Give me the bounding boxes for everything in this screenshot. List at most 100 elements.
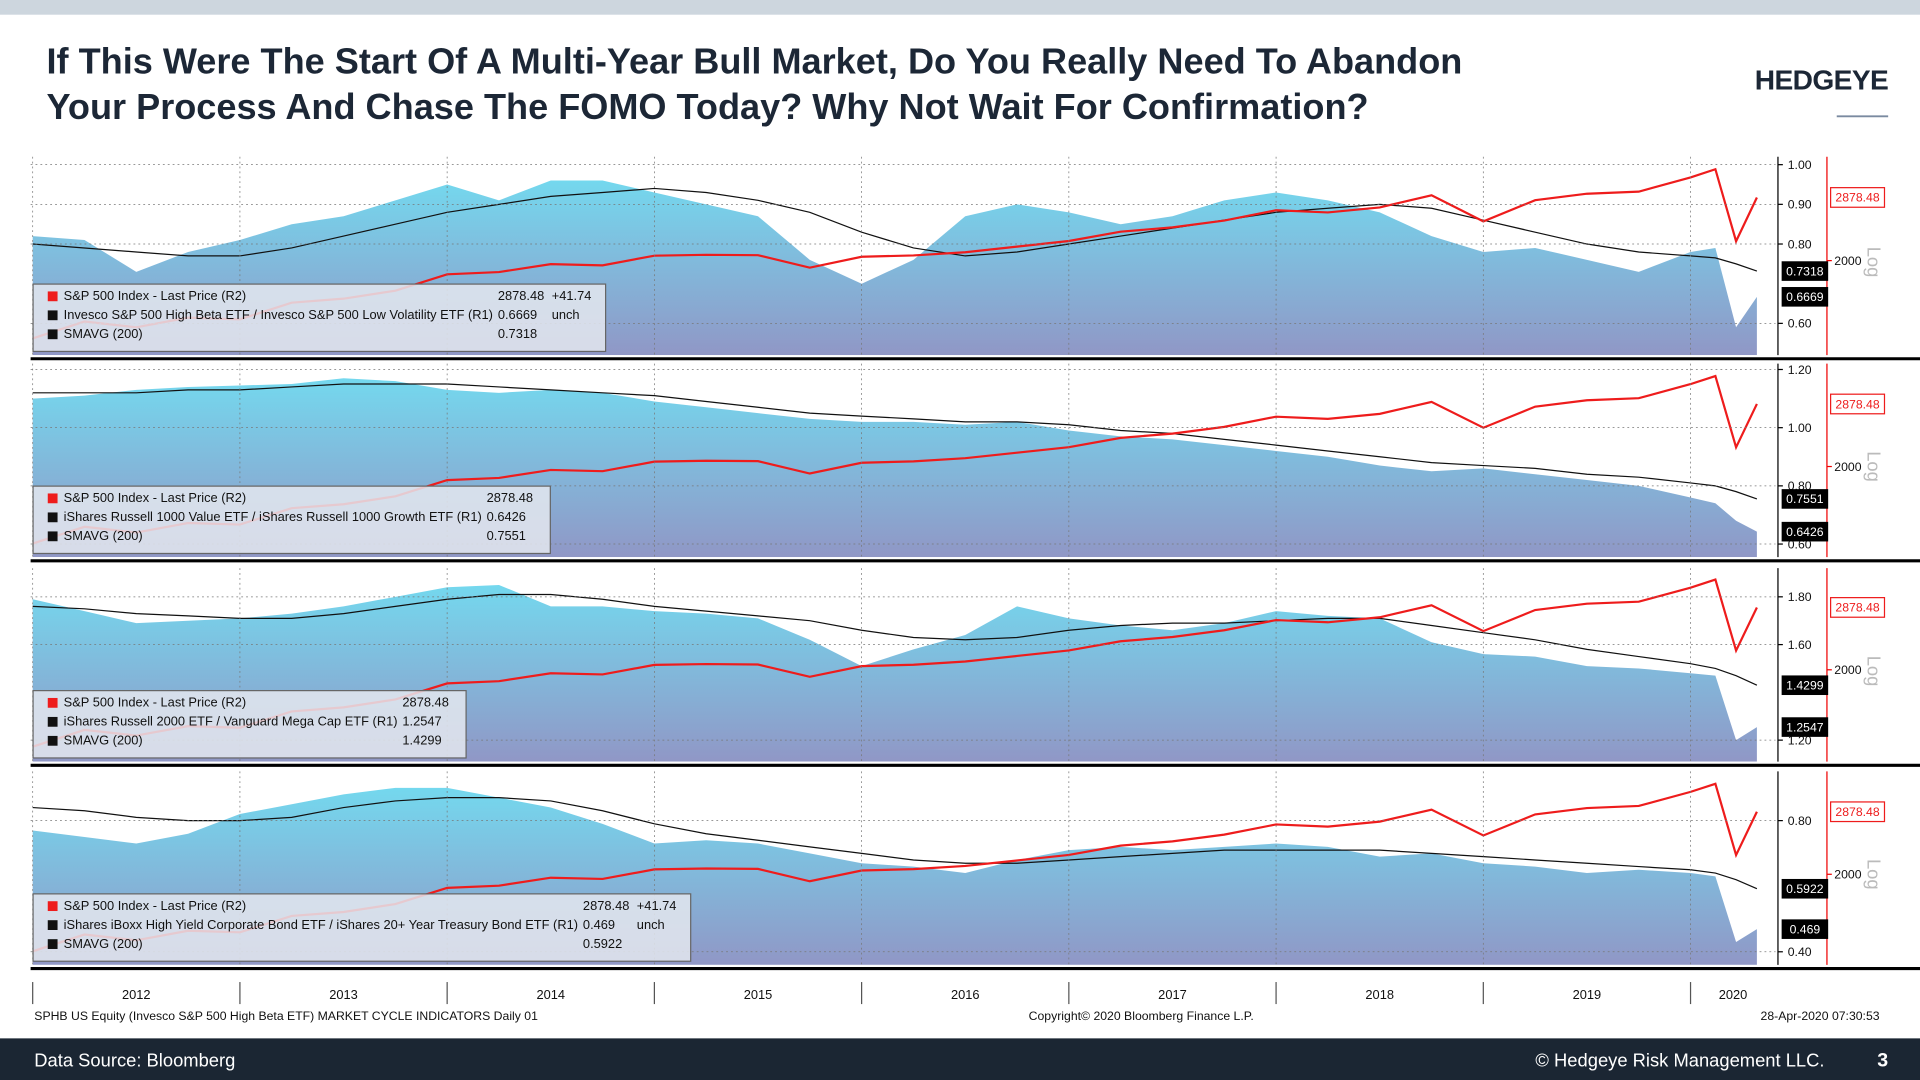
last-value: 2878.48 <box>1835 805 1879 819</box>
panel: 1.00 0.90 0.80 0.60 2000 Log 0.6669 0.7318 2878.… <box>30 156 1920 361</box>
legend-swatch <box>47 531 58 542</box>
last-value-tag <box>1781 878 1829 899</box>
scale-label: Log <box>1863 247 1884 278</box>
legend-swatch <box>47 697 58 708</box>
x-tick-label: 2015 <box>744 987 773 1002</box>
y-tick-label: 1.60 <box>1788 638 1812 652</box>
legend-label: SMAVG (200) <box>64 936 143 951</box>
y2-tick-label: 2000 <box>1834 663 1861 677</box>
last-value-tag <box>1781 919 1829 939</box>
legend-label: SMAVG (200) <box>64 326 143 341</box>
legend-label: S&P 500 Index - Last Price (R2) <box>64 490 247 505</box>
legend-value: 0.5922 <box>583 936 622 951</box>
last-value-tag <box>1830 393 1886 415</box>
legend-value: 0.6426 <box>487 509 526 524</box>
legend: S&P 500 Index - Last Price (R2) iShares i… <box>32 893 692 962</box>
last-value-tag <box>1781 717 1829 737</box>
sma-line <box>32 797 1758 890</box>
bloomberg-caption: SPHB US Equity (Invesco S&P 500 High Bet… <box>34 1009 538 1023</box>
legend-box <box>32 485 551 555</box>
top-band <box>0 0 1920 15</box>
legend-swatch <box>47 716 58 727</box>
legend-value: 1.4299 <box>402 732 441 747</box>
scale-label: Log <box>1863 859 1884 890</box>
last-value: 0.6426 <box>1786 525 1824 539</box>
last-value-tag <box>1781 521 1829 542</box>
x-tick-label: 2018 <box>1365 987 1394 1002</box>
title-line: If This Were The Start Of A Multi-Year B… <box>47 40 1463 81</box>
last-value: 2878.48 <box>1835 601 1879 615</box>
x-tick-label: 2016 <box>951 987 980 1002</box>
bloomberg-copyright: Copyright© 2020 Bloomberg Finance L.P. <box>1029 1009 1254 1023</box>
legend-change: +41.74 <box>552 288 592 303</box>
y2-tick-label: 2000 <box>1834 460 1861 474</box>
legend-value: 0.7551 <box>487 528 526 543</box>
last-value-tag <box>1830 801 1886 823</box>
scale-label: Log <box>1863 451 1884 482</box>
legend-swatch <box>47 735 58 746</box>
legend-label: iShares Russell 1000 Value ETF / iShares… <box>64 509 482 524</box>
x-tick-label: 2012 <box>122 987 151 1002</box>
y-tick-label: 1.20 <box>1788 363 1812 377</box>
footer-bar <box>0 1038 1920 1080</box>
y-tick-label: 1.00 <box>1788 421 1812 435</box>
last-value-tag <box>1781 675 1829 696</box>
legend: S&P 500 Index - Last Price (R2) iShares R… <box>32 690 467 759</box>
last-value: 2878.48 <box>1835 397 1879 411</box>
legend-box <box>32 893 692 962</box>
legend-label: S&P 500 Index - Last Price (R2) <box>64 288 247 303</box>
y-tick-label: 1.20 <box>1788 733 1812 747</box>
legend-value: 2878.48 <box>498 288 544 303</box>
legend-label: SMAVG (200) <box>64 528 143 543</box>
page-number: 3 <box>1877 1050 1888 1072</box>
legend-value: 0.6669 <box>498 307 537 322</box>
scale-label: Log <box>1863 656 1884 687</box>
last-value: 0.5922 <box>1786 882 1824 896</box>
legend-value: 1.2547 <box>402 714 441 729</box>
sma-line <box>32 593 1758 686</box>
last-value: 0.7318 <box>1786 264 1824 278</box>
last-value: 2878.48 <box>1835 191 1879 205</box>
legend: S&P 500 Index - Last Price (R2) Invesco S… <box>32 283 607 353</box>
y-tick-label: 0.80 <box>1788 814 1812 828</box>
legend-value: 0.469 <box>583 917 615 932</box>
legend-swatch <box>47 512 58 523</box>
last-value: 1.4299 <box>1786 679 1824 693</box>
y-tick-label: 1.80 <box>1788 590 1812 604</box>
x-tick-label: 2020 <box>1719 987 1748 1002</box>
sma-line <box>32 187 1758 272</box>
legend-label: iShares Russell 2000 ETF / Vanguard Mega… <box>64 714 398 729</box>
footer-copyright: © Hedgeye Risk Management LLC. <box>1535 1050 1824 1071</box>
legend-swatch <box>47 329 58 340</box>
legend-label: Invesco S&P 500 High Beta ETF / Invesco … <box>64 307 493 322</box>
y-tick-label: 1.00 <box>1788 158 1812 172</box>
legend-swatch <box>47 901 58 912</box>
sma-line <box>32 383 1758 500</box>
legend-label: iShares iBoxx High Yield Corporate Bond … <box>64 917 578 932</box>
legend-box <box>32 690 467 759</box>
last-value-tag <box>1781 261 1829 281</box>
y2-tick-label: 2000 <box>1834 868 1861 882</box>
last-value: 0.6669 <box>1786 290 1824 304</box>
x-tick-label: 2017 <box>1158 987 1187 1002</box>
legend-value: 2878.48 <box>487 490 533 505</box>
legend-swatch <box>47 493 58 504</box>
last-value-tag <box>1781 489 1829 509</box>
legend-label: S&P 500 Index - Last Price (R2) <box>64 898 247 913</box>
y-tick-label: 0.80 <box>1788 237 1812 251</box>
x-tick-label: 2014 <box>536 987 565 1002</box>
x-tick-label: 2019 <box>1573 987 1602 1002</box>
title-line: Your Process And Chase The FOMO Today? W… <box>47 86 1369 127</box>
legend: S&P 500 Index - Last Price (R2) iShares R… <box>32 485 551 555</box>
y-tick-label: 0.90 <box>1788 198 1812 212</box>
last-value-tag <box>1781 287 1829 307</box>
last-value-tag <box>1830 187 1886 208</box>
last-value-tag <box>1830 597 1886 618</box>
last-value: 0.469 <box>1790 922 1821 936</box>
legend-box <box>32 283 607 353</box>
legend-value: 2878.48 <box>402 695 448 710</box>
